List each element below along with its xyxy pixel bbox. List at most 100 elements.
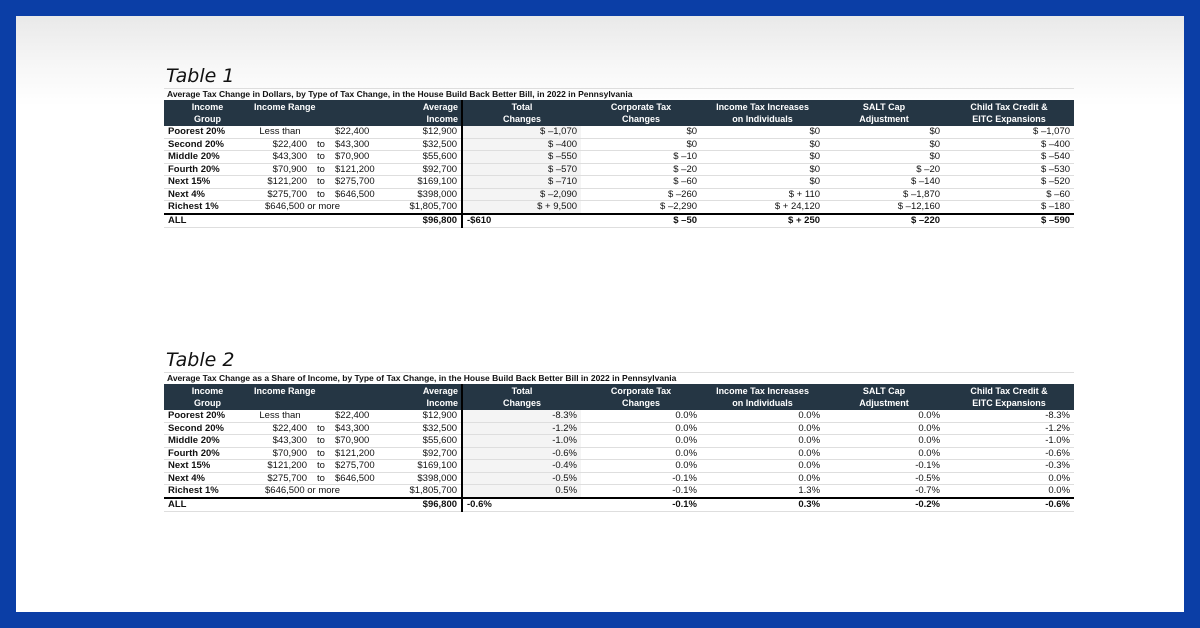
range-to: $43,300	[333, 138, 392, 151]
header-income-range: Income Range	[251, 100, 392, 126]
header-line-1: Income Tax Increases	[716, 386, 809, 396]
cell-indiv: 0.0%	[701, 459, 825, 473]
cell-salt: $ –12,160	[824, 200, 945, 214]
cell-ctc: $ –520	[944, 175, 1075, 189]
table-row: Poorest 20% Less than $22,400 $12,900 $ –1,0…	[164, 126, 1075, 139]
header-corp: Corporate Tax Changes	[581, 384, 702, 410]
cell-ctc: $ –530	[944, 163, 1075, 176]
range-separator: to	[309, 163, 333, 176]
range-to: $43,300	[333, 422, 392, 435]
range-to: $275,700	[333, 175, 392, 189]
header-line-1: Average	[422, 386, 459, 396]
header-line-2: Changes	[503, 114, 542, 124]
cell-total: -1.2%	[461, 422, 582, 435]
cell-total: 0.5%	[461, 484, 582, 498]
range-from: $70,900	[251, 163, 309, 176]
range-from: $22,400	[251, 422, 309, 435]
cell-corp: -0.1%	[581, 484, 702, 498]
range-from: Less than	[251, 410, 309, 423]
header-average-income: Average Income	[391, 384, 463, 410]
cell-corp: $ –260	[581, 188, 702, 201]
cell-ctc: 0.0%	[944, 472, 1075, 485]
range-from: $43,300	[251, 434, 309, 448]
table-row: Fourth 20% $70,900 to $121,200 $92,700 -0.6% 0…	[164, 447, 1075, 460]
range-separator: to	[309, 447, 333, 460]
cell-salt: -0.7%	[824, 484, 945, 498]
table-2-block: Table 2 Average Tax Change as a Share of …	[164, 348, 1075, 512]
range-to: $275,700	[333, 459, 392, 473]
cell-indiv: $0	[701, 126, 825, 139]
header-line-2: Adjustment	[859, 398, 909, 408]
average-income: $1,805,700	[391, 484, 463, 498]
cell-indiv: 0.0%	[701, 410, 825, 423]
table-row-all: ALL $96,800 -$610 $ –50 $ + 250 $ –220 $ –590	[164, 212, 1075, 228]
header-line-1: Income Tax Increases	[716, 102, 809, 112]
header-average-income: Average Income	[391, 100, 463, 126]
average-income: $92,700	[391, 447, 463, 460]
cell-salt: 0.0%	[824, 422, 945, 435]
header-line-2: Adjustment	[859, 114, 909, 124]
cell-corp: $0	[581, 126, 702, 139]
header-line-1: Child Tax Credit &	[970, 102, 1048, 112]
average-income: $32,500	[391, 138, 463, 151]
average-income: $12,900	[391, 126, 463, 139]
table-row: Middle 20% $43,300 to $70,900 $55,600 $ –550 $…	[164, 150, 1075, 164]
header-indiv: Income Tax Increases on Individuals	[701, 100, 825, 126]
header-line-2: EITC Expansions	[972, 398, 1046, 408]
income-group: Next 4%	[164, 188, 251, 201]
income-group: ALL	[164, 212, 251, 228]
cell-ctc: -0.6%	[944, 447, 1075, 460]
cell-indiv: $0	[701, 175, 825, 189]
cell-ctc: -0.6%	[944, 496, 1075, 512]
table-row: Second 20% $22,400 to $43,300 $32,500 -1.2% 0.…	[164, 422, 1075, 435]
average-income: $92,700	[391, 163, 463, 176]
header-line-2: Group	[194, 398, 221, 408]
cell-salt: $ –140	[824, 175, 945, 189]
cell-total: $ –400	[461, 138, 582, 151]
cell-salt: -0.2%	[824, 496, 945, 512]
range-to: $646,500	[333, 472, 392, 485]
range-separator	[309, 410, 333, 423]
cell-salt: $ –20	[824, 163, 945, 176]
cell-ctc: $ –180	[944, 200, 1075, 214]
cell-indiv: 0.3%	[701, 496, 825, 512]
range-to: $121,200	[333, 163, 392, 176]
cell-ctc: -1.0%	[944, 434, 1075, 448]
range-separator: to	[309, 150, 333, 164]
header-text: Income Range	[254, 386, 316, 396]
cell-corp: 0.0%	[581, 434, 702, 448]
cell-indiv: $0	[701, 138, 825, 151]
cell-corp: $ –20	[581, 163, 702, 176]
table-subtitle: Average Tax Change as a Share of Income,…	[164, 372, 1074, 384]
cell-indiv: $0	[701, 150, 825, 164]
cell-ctc: $ –1,070	[944, 126, 1075, 139]
cell-salt: $0	[824, 126, 945, 139]
cell-corp: $ –50	[581, 212, 702, 228]
header-line-1: SALT Cap	[862, 386, 906, 396]
cell-ctc: $ –400	[944, 138, 1075, 151]
table-label: Table 2	[166, 349, 235, 371]
cell-indiv: $0	[701, 163, 825, 176]
range-separator: to	[309, 472, 333, 485]
header-ctc: Child Tax Credit & EITC Expansions	[944, 100, 1075, 126]
range-to: $22,400	[333, 410, 392, 423]
average-income: $32,500	[391, 422, 463, 435]
income-group: Next 4%	[164, 472, 251, 485]
cell-corp: 0.0%	[581, 459, 702, 473]
income-group: Second 20%	[164, 422, 251, 435]
cell-total: -0.6%	[461, 447, 582, 460]
cell-corp: 0.0%	[581, 410, 702, 423]
cell-corp: 0.0%	[581, 447, 702, 460]
cell-total: $ –550	[461, 150, 582, 164]
range-from: $646,500 or more	[251, 200, 392, 214]
cell-total: -8.3%	[461, 410, 582, 423]
table-1-block: Table 1 Average Tax Change in Dollars, by…	[164, 64, 1075, 228]
table-label: Table 1	[166, 65, 235, 87]
income-group: Richest 1%	[164, 484, 251, 498]
range-from: $275,700	[251, 472, 309, 485]
document-card: Table 1 Average Tax Change in Dollars, by…	[16, 16, 1184, 612]
tax-change-table: Income Group Income Range Average Income Tota…	[164, 100, 1075, 228]
header-line-2: Group	[194, 114, 221, 124]
cell-indiv: $ + 24,120	[701, 200, 825, 214]
header-line-1: Average	[422, 102, 459, 112]
